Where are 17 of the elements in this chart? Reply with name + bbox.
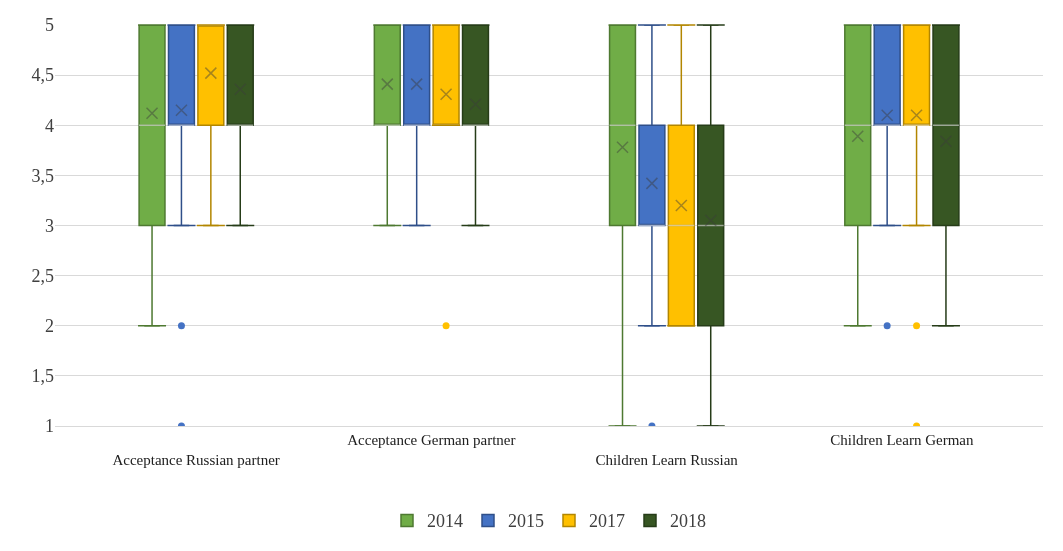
y-tick-label: 5 [45, 15, 54, 36]
x-tick-label: Acceptance Russian partner [112, 451, 280, 468]
y-tick-label: 3 [45, 215, 54, 236]
x-tick-label: Children Learn German [830, 432, 974, 448]
legend-label: 2015 [508, 511, 544, 532]
legend-label: 2017 [589, 511, 625, 532]
y-tick-label: 4 [45, 115, 54, 136]
y-tick-label: 2 [45, 316, 54, 337]
y-tick-label: 2,5 [31, 265, 54, 286]
x-tick-label: Acceptance German partner [347, 432, 516, 448]
y-tick-label: 1 [45, 416, 54, 437]
y-tick-label: 1,5 [31, 366, 54, 387]
x-tick-label: Children Learn Russian [595, 451, 739, 468]
legend-label: 2014 [427, 511, 463, 532]
y-tick-label: 4,5 [31, 65, 54, 86]
legend-label: 2018 [670, 511, 706, 532]
y-tick-label: 3,5 [31, 165, 54, 186]
